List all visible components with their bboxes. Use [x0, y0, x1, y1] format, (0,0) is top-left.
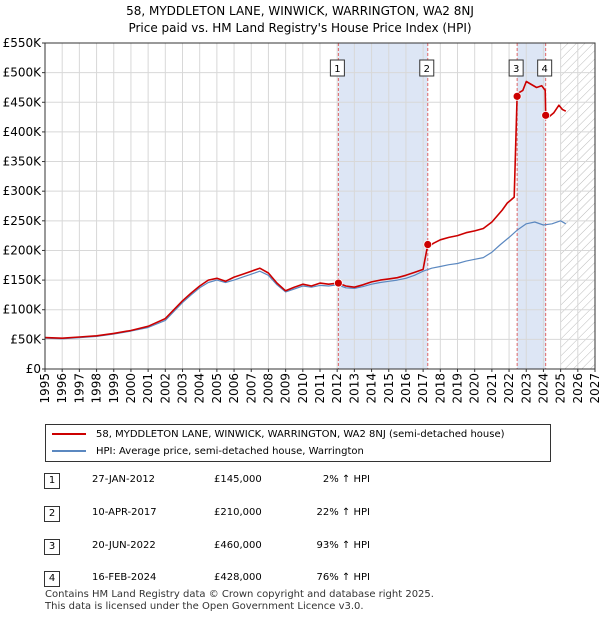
x-tick-label: 1997 [72, 373, 86, 404]
x-tick-label: 2016 [399, 373, 413, 404]
sale-number-badge: 3 [44, 539, 60, 555]
y-tick-label: £350K [3, 155, 43, 169]
y-tick-label: £550K [3, 36, 43, 50]
x-tick-label: 1996 [55, 373, 69, 404]
x-tick-label: 2018 [433, 373, 447, 404]
table-row: 2 10-APR-2017 £210,000 22% ↑ HPI [0, 503, 600, 525]
x-tick-label: 2015 [382, 373, 396, 404]
table-row: 1 27-JAN-2012 £145,000 2% ↑ HPI [0, 470, 600, 492]
x-tick-label: 1998 [90, 373, 104, 404]
x-tick-label: 1995 [38, 373, 52, 404]
sale-period-shade [517, 43, 546, 369]
sale-label-box [537, 59, 553, 77]
sale-date: 20-JUN-2022 [92, 540, 156, 551]
legend-hpi: HPI: Average price, semi-detached house,… [52, 444, 364, 460]
footer-line-1: Contains HM Land Registry data © Crown c… [45, 589, 434, 600]
sale-label-box [508, 59, 524, 77]
sale-label-number: 1 [334, 64, 340, 75]
y-tick-label: £300K [3, 184, 43, 198]
sale-number-badge: 1 [44, 473, 60, 489]
sale-marker [541, 110, 551, 120]
x-tick-label: 2008 [261, 373, 275, 404]
legend-property-swatch [52, 433, 86, 435]
x-tick-label: 2002 [158, 373, 172, 404]
sale-marker [512, 91, 522, 101]
x-tick-label: 2001 [141, 373, 155, 404]
sale-label-box [419, 59, 435, 77]
x-tick-label: 2027 [588, 373, 600, 404]
title-line-1: 58, MYDDLETON LANE, WINWICK, WARRINGTON,… [126, 4, 474, 18]
y-tick-label: £250K [3, 214, 43, 228]
y-tick-label: £100K [3, 303, 43, 317]
x-tick-label: 2019 [451, 373, 465, 404]
footer-line-2: This data is licensed under the Open Gov… [45, 601, 364, 612]
legend-hpi-swatch [52, 450, 86, 452]
sale-number-badge: 2 [44, 506, 60, 522]
sale-hpi-change: 22% ↑ HPI [316, 507, 370, 518]
x-tick-label: 2023 [519, 373, 533, 404]
sale-date: 16-FEB-2024 [92, 572, 157, 583]
chart-title: 58, MYDDLETON LANE, WINWICK, WARRINGTON,… [0, 3, 600, 37]
sale-hpi-change: 2% ↑ HPI [322, 474, 370, 485]
x-tick-label: 2000 [124, 373, 138, 404]
x-tick-label: 2014 [365, 373, 379, 404]
y-tick-label: £150K [3, 273, 43, 287]
sale-price: £428,000 [214, 572, 262, 583]
x-tick-label: 2022 [502, 373, 516, 404]
y-tick-label: £400K [3, 125, 43, 139]
sale-hpi-change: 76% ↑ HPI [316, 572, 370, 583]
sale-label-number: 2 [424, 64, 430, 75]
sale-label-number: 4 [541, 64, 547, 75]
sale-date: 10-APR-2017 [92, 507, 157, 518]
y-tick-label: £200K [3, 243, 43, 257]
sale-price: £145,000 [214, 474, 262, 485]
x-tick-label: 2012 [330, 373, 344, 404]
sale-price: £210,000 [214, 507, 262, 518]
x-tick-label: 2010 [296, 373, 310, 404]
sale-number-badge: 4 [44, 571, 60, 587]
title-line-2: Price paid vs. HM Land Registry's House … [128, 21, 472, 35]
legend-hpi-label: HPI: Average price, semi-detached house,… [96, 446, 364, 457]
x-tick-label: 2003 [176, 373, 190, 404]
y-tick-label: £50K [10, 332, 42, 346]
sale-period-shade [338, 43, 428, 369]
y-tick-label: £450K [3, 95, 43, 109]
x-tick-label: 2005 [210, 373, 224, 404]
legend-property: 58, MYDDLETON LANE, WINWICK, WARRINGTON,… [52, 427, 505, 443]
y-tick-label: £0 [26, 362, 41, 376]
table-row: 4 16-FEB-2024 £428,000 76% ↑ HPI [0, 568, 600, 590]
sale-label-number: 3 [513, 64, 519, 75]
sale-marker [423, 240, 433, 249]
legend: 58, MYDDLETON LANE, WINWICK, WARRINGTON,… [45, 424, 551, 462]
x-tick-label: 2011 [313, 373, 327, 404]
x-tick-label: 2004 [193, 373, 207, 404]
price-chart: 1 2 3 4 £0 £50K £100K £150K £200K £250K £300K £350… [3, 36, 600, 404]
legend-property-label: 58, MYDDLETON LANE, WINWICK, WARRINGTON,… [96, 429, 505, 440]
x-tick-label: 2020 [468, 373, 482, 404]
x-tick-label: 2017 [416, 373, 430, 404]
sale-price: £460,000 [214, 540, 262, 551]
x-tick-label: 2007 [244, 373, 258, 404]
property-price-line [44, 80, 567, 340]
x-tick-label: 2024 [536, 373, 550, 404]
sale-hpi-change: 93% ↑ HPI [316, 540, 370, 551]
x-tick-label: 2025 [554, 373, 568, 404]
table-row: 3 20-JUN-2022 £460,000 93% ↑ HPI [0, 536, 600, 558]
x-tick-label: 2013 [347, 373, 361, 404]
x-tick-label: 2009 [279, 373, 293, 404]
sale-date: 27-JAN-2012 [92, 474, 156, 485]
x-tick-label: 1999 [107, 373, 121, 404]
y-tick-label: £500K [3, 66, 43, 80]
sale-marker [333, 278, 343, 288]
x-tick-label: 2026 [571, 373, 585, 404]
footer-attribution: Contains HM Land Registry data © Crown c… [45, 589, 434, 613]
sale-label-box [329, 59, 345, 77]
x-tick-label: 2006 [227, 373, 241, 404]
x-tick-label: 2021 [485, 373, 499, 404]
